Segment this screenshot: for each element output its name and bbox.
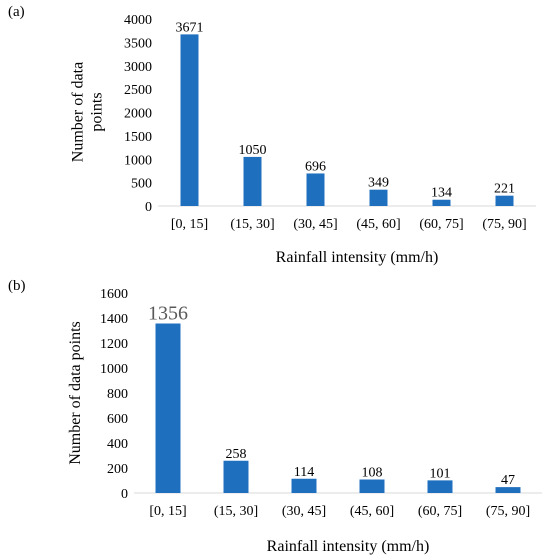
data-label-a-3: 349: [368, 176, 389, 191]
data-label-a-4: 134: [431, 186, 452, 201]
bar-b-3: [359, 479, 385, 493]
y-tick-label-a-6: 3000: [124, 60, 152, 75]
data-label-b-5: 47: [501, 473, 515, 488]
x-tick-label-b-0: [0, 15]: [149, 504, 186, 519]
y-tick-label-a-5: 2500: [124, 83, 152, 98]
bar-b-0: [155, 323, 181, 493]
x-tick-label-a-4: (60, 75]: [419, 217, 463, 232]
x-tick-label-b-4: (60, 75]: [418, 504, 462, 519]
bar-b-5: [495, 487, 521, 493]
bar-b-4: [427, 480, 453, 493]
y-tick-label-a-4: 2000: [124, 107, 152, 122]
data-label-b-1: 258: [226, 447, 247, 462]
bar-a-3: [369, 189, 388, 206]
data-label-b-4: 101: [430, 466, 451, 481]
x-tick-label-b-2: (30, 45]: [282, 504, 326, 519]
data-label-a-1: 1050: [239, 143, 267, 158]
x-tick-label-a-2: (30, 45]: [293, 217, 337, 232]
data-label-a-5: 221: [494, 182, 515, 197]
data-label-a-2: 696: [305, 159, 326, 174]
x-tick-label-b-1: (15, 30]: [214, 504, 258, 519]
y-tick-label-a-0: 0: [145, 200, 152, 215]
x-axis-title-b: Rainfall intensity (mm/h): [267, 538, 430, 555]
y-tick-label-b-2: 400: [107, 437, 128, 452]
y-tick-label-a-8: 4000: [124, 13, 152, 28]
bar-a-1: [243, 156, 262, 206]
y-tick-label-a-3: 1500: [124, 130, 152, 145]
panel-label-a: (a): [8, 4, 25, 20]
y-tick-label-a-7: 3500: [124, 36, 152, 51]
y-axis-title-b-line-0: Number of data points: [67, 321, 84, 465]
x-tick-label-b-3: (45, 60]: [350, 504, 394, 519]
bar-b-1: [223, 460, 249, 493]
y-tick-label-b-1: 200: [107, 462, 128, 477]
chart-panel-a: (a) 0 500 1000 1500 2000 2500 3000 3500 4000 3671…: [0, 0, 550, 275]
y-axis-title-a-line-1: points: [89, 92, 106, 131]
x-tick-label-a-0: [0, 15]: [171, 217, 208, 232]
bar-a-0: [180, 34, 199, 206]
x-tick-label-a-3: (45, 60]: [356, 217, 400, 232]
y-tick-label-b-3: 600: [107, 412, 128, 427]
y-tick-label-b-6: 1200: [100, 337, 128, 352]
data-label-a-0: 3671: [176, 20, 204, 35]
chart-panel-b: (b) 0 200 400 600 800 1000 1200 1400 1600 1356 [0,…: [0, 275, 550, 559]
y-tick-label-b-8: 1600: [100, 287, 128, 302]
chart-b-svg: 0 200 400 600 800 1000 1200 1400 1600 1356 [0, 15]…: [67, 287, 542, 555]
data-label-b-2: 114: [294, 465, 314, 480]
x-tick-label-a-1: (15, 30]: [230, 217, 274, 232]
y-tick-label-a-1: 500: [131, 177, 152, 192]
data-label-b-0: 1356: [148, 303, 188, 325]
panel-label-b: (b): [8, 278, 26, 294]
y-tick-label-b-0: 0: [121, 487, 128, 502]
data-label-b-3: 108: [362, 466, 383, 481]
y-tick-label-b-5: 1000: [100, 362, 128, 377]
x-tick-label-a-5: (75, 90]: [482, 217, 526, 232]
y-axis-title-a-line-0: Number of data: [70, 62, 87, 162]
x-tick-label-b-5: (75, 90]: [486, 504, 530, 519]
chart-a-svg: 0 500 1000 1500 2000 2500 3000 3500 4000 3671 [0, …: [70, 13, 536, 266]
y-tick-label-a-2: 1000: [124, 153, 152, 168]
bar-b-2: [291, 478, 317, 493]
bar-a-4: [432, 199, 451, 206]
y-tick-label-b-4: 800: [107, 387, 128, 402]
bar-a-5: [495, 195, 514, 206]
bar-a-2: [306, 173, 325, 206]
y-tick-label-b-7: 1400: [100, 312, 128, 327]
x-axis-title-a: Rainfall intensity (mm/h): [276, 249, 439, 266]
